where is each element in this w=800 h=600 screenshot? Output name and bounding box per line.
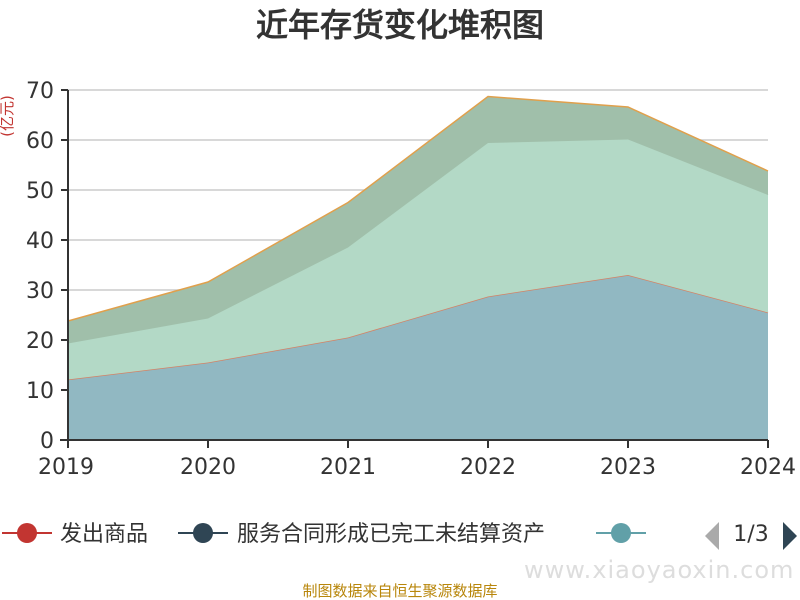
y-tick-label: 40 <box>26 229 54 254</box>
area-series-1 <box>68 139 768 380</box>
x-tick-label: 2020 <box>180 455 236 480</box>
watermark: www.xiaoyaoxin.com <box>524 556 794 584</box>
area-series-0 <box>68 275 768 440</box>
x-tick-label: 2022 <box>460 455 516 480</box>
legend-item-service-contract-assets[interactable]: 服务合同形成已完工未结算资产 <box>178 522 545 547</box>
y-tick-label: 0 <box>40 429 54 454</box>
axes <box>60 89 769 448</box>
legend: 发出商品 服务合同形成已完工未结算资产 库 1/3 <box>2 514 797 554</box>
legend-page-indicator: 1/3 <box>733 522 768 547</box>
legend-label: 服务合同形成已完工未结算资产 <box>237 522 545 547</box>
x-tick-label: 2024 <box>740 455 796 480</box>
x-tick-label: 2023 <box>600 455 656 480</box>
y-tick-label: 60 <box>26 129 54 154</box>
chart-title: 近年存货变化堆积图 <box>256 6 544 44</box>
legend-prev-page-icon[interactable] <box>705 522 719 550</box>
legend-marker <box>17 523 37 543</box>
y-tick-labels: 0 10 20 30 40 50 60 70 <box>26 79 54 454</box>
legend-clip-mask <box>652 514 700 554</box>
legend-marker <box>611 523 631 543</box>
x-tick-label: 2019 <box>38 455 94 480</box>
legend-next-page-icon[interactable] <box>783 522 797 550</box>
x-tick-labels: 2019 2020 2021 2022 2023 2024 <box>38 455 796 480</box>
x-tick-label: 2021 <box>320 455 376 480</box>
source-note: 制图数据来自恒生聚源数据库 <box>302 582 497 600</box>
y-tick-label: 70 <box>26 79 54 104</box>
legend-item-issued-goods[interactable]: 发出商品 <box>2 522 148 547</box>
y-tick-label: 30 <box>26 279 54 304</box>
area-series-2-line <box>67 95 769 322</box>
area-layers <box>67 95 769 440</box>
y-tick-label: 20 <box>26 329 54 354</box>
legend-label: 发出商品 <box>60 522 148 547</box>
y-axis-unit: (亿元) <box>0 95 16 137</box>
y-tick-label: 50 <box>26 179 54 204</box>
y-tick-label: 10 <box>26 379 54 404</box>
legend-marker <box>193 523 213 543</box>
area-series-2 <box>68 96 768 344</box>
